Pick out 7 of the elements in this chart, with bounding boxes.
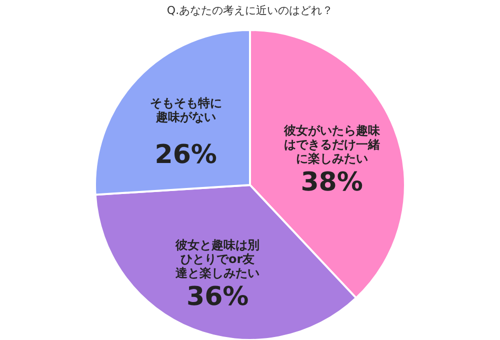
slice-label: そもそも特に趣味がない	[150, 96, 222, 124]
data-label: 26%	[154, 140, 217, 170]
data-label: 38%	[300, 168, 363, 198]
data-label: 36%	[186, 282, 249, 312]
chart-title: Q.あなたの考えに近いのはどれ？	[166, 4, 334, 17]
slice-label: 彼女がいたら趣味はできるだけ一緒に楽しみたい	[282, 124, 381, 166]
slice-label: 彼女と趣味は別ひとりでor友達と楽しみたい	[174, 238, 260, 280]
